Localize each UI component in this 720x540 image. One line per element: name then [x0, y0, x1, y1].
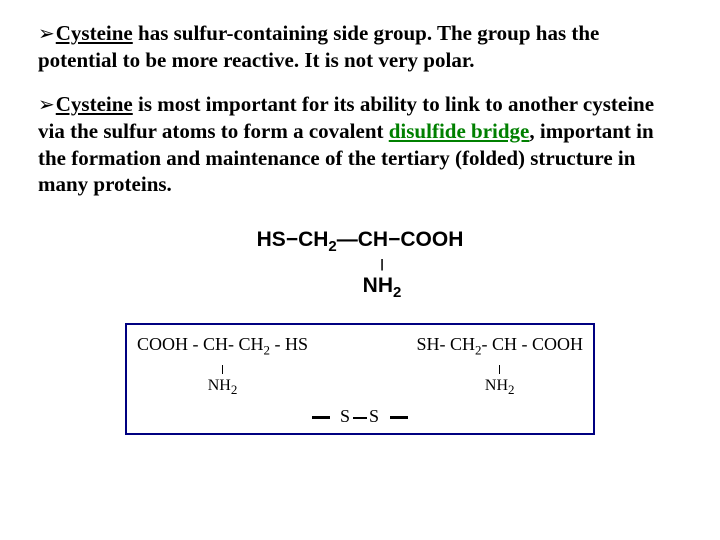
right-sub2a: 2 [475, 343, 482, 358]
right-cooh: COOH [532, 334, 583, 354]
bond-dash-icon [312, 416, 330, 419]
bullet-arrow-icon: ➢ [38, 22, 55, 47]
bond-vbar-icon [499, 365, 501, 374]
nh-label: NH [363, 274, 393, 297]
bond-vbar-icon [222, 365, 224, 374]
structure-line-1: HS−CH2―CH−COOH [38, 229, 682, 255]
bond-tick-icon: | [380, 257, 383, 271]
left-ch: CH [203, 334, 228, 354]
ch2-label: CH [298, 228, 328, 251]
left-ch2: CH [239, 334, 264, 354]
hs-label: HS [257, 228, 286, 251]
left-cooh: COOH [137, 334, 188, 354]
right-nh2: NH2 [416, 360, 583, 398]
right-sh: SH [416, 334, 439, 354]
left-sub2: 2 [264, 343, 271, 358]
paragraph-1: ➢Cysteine has sulfur-containing side gro… [38, 20, 682, 73]
sub-2: 2 [328, 238, 336, 255]
ss-bond-row: SS [137, 406, 583, 427]
disulfide-box: COOH - CH- CH2 - HS NH2 SH- CH2- CH - CO… [125, 323, 595, 435]
right-ch2: CH [450, 334, 475, 354]
sub-2b: 2 [393, 284, 401, 301]
structure-line-2: | NH2 [82, 253, 682, 301]
disulfide-bridge-term: disulfide bridge [389, 119, 530, 143]
bond-dash-icon [353, 417, 367, 419]
box-top-row: COOH - CH- CH2 - HS NH2 SH- CH2- CH - CO… [137, 335, 583, 398]
ch-label: CH [358, 228, 388, 251]
bullet-arrow-icon: ➢ [38, 93, 55, 118]
left-hs: HS [285, 334, 308, 354]
s-left: S [340, 406, 351, 426]
right-ch: CH [492, 334, 517, 354]
s-right: S [369, 406, 380, 426]
cysteine-word-1: Cysteine [56, 21, 133, 45]
box-left-molecule: COOH - CH- CH2 - HS NH2 [137, 335, 308, 398]
cysteine-word-2: Cysteine [56, 92, 133, 116]
box-right-molecule: SH- CH2- CH - COOH NH2 [416, 335, 583, 398]
cysteine-structure: HS−CH2―CH−COOH | NH2 [38, 229, 682, 301]
left-nh2: NH2 [137, 360, 308, 398]
paragraph-2: ➢Cysteine is most important for its abil… [38, 91, 682, 197]
bond-dash-icon [390, 416, 408, 419]
cooh-label: COOH [400, 228, 463, 251]
